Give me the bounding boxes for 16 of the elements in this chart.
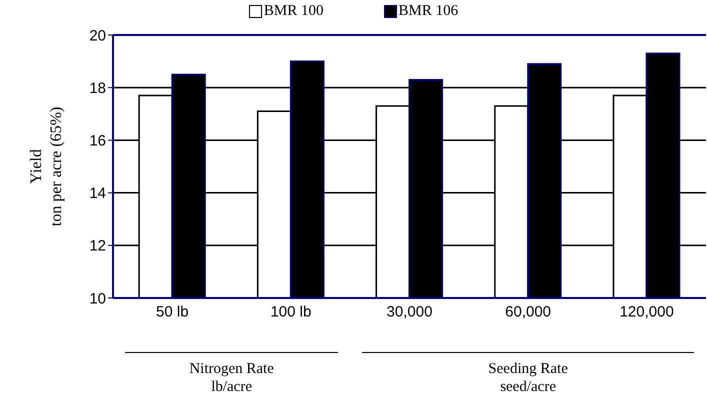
y-axis-title: Yield ton per acre (65%) <box>28 106 65 226</box>
text: Seeding Rate seed/acre <box>487 360 569 396</box>
x-tick-label: 30,000 <box>386 304 432 321</box>
x-tick-label: 50 lb <box>156 304 189 321</box>
legend-label: BMR 106 <box>398 2 458 20</box>
y-tick-label: 10 <box>89 290 106 308</box>
y-tick-label: 18 <box>89 80 106 97</box>
x-tick-label: 100 lb <box>270 304 312 321</box>
y-tick-label: 12 <box>89 238 106 255</box>
y-tick-label: 14 <box>89 185 106 202</box>
legend-label: BMR 100 <box>264 2 324 20</box>
y-tick-label: 20 <box>89 27 106 44</box>
x-tick-label: 60,000 <box>505 304 552 321</box>
x-tick-label: 120,000 <box>620 304 674 321</box>
y-tick-label: 16 <box>89 132 106 150</box>
text: Nitrogen Rate lb/acre <box>188 360 275 396</box>
